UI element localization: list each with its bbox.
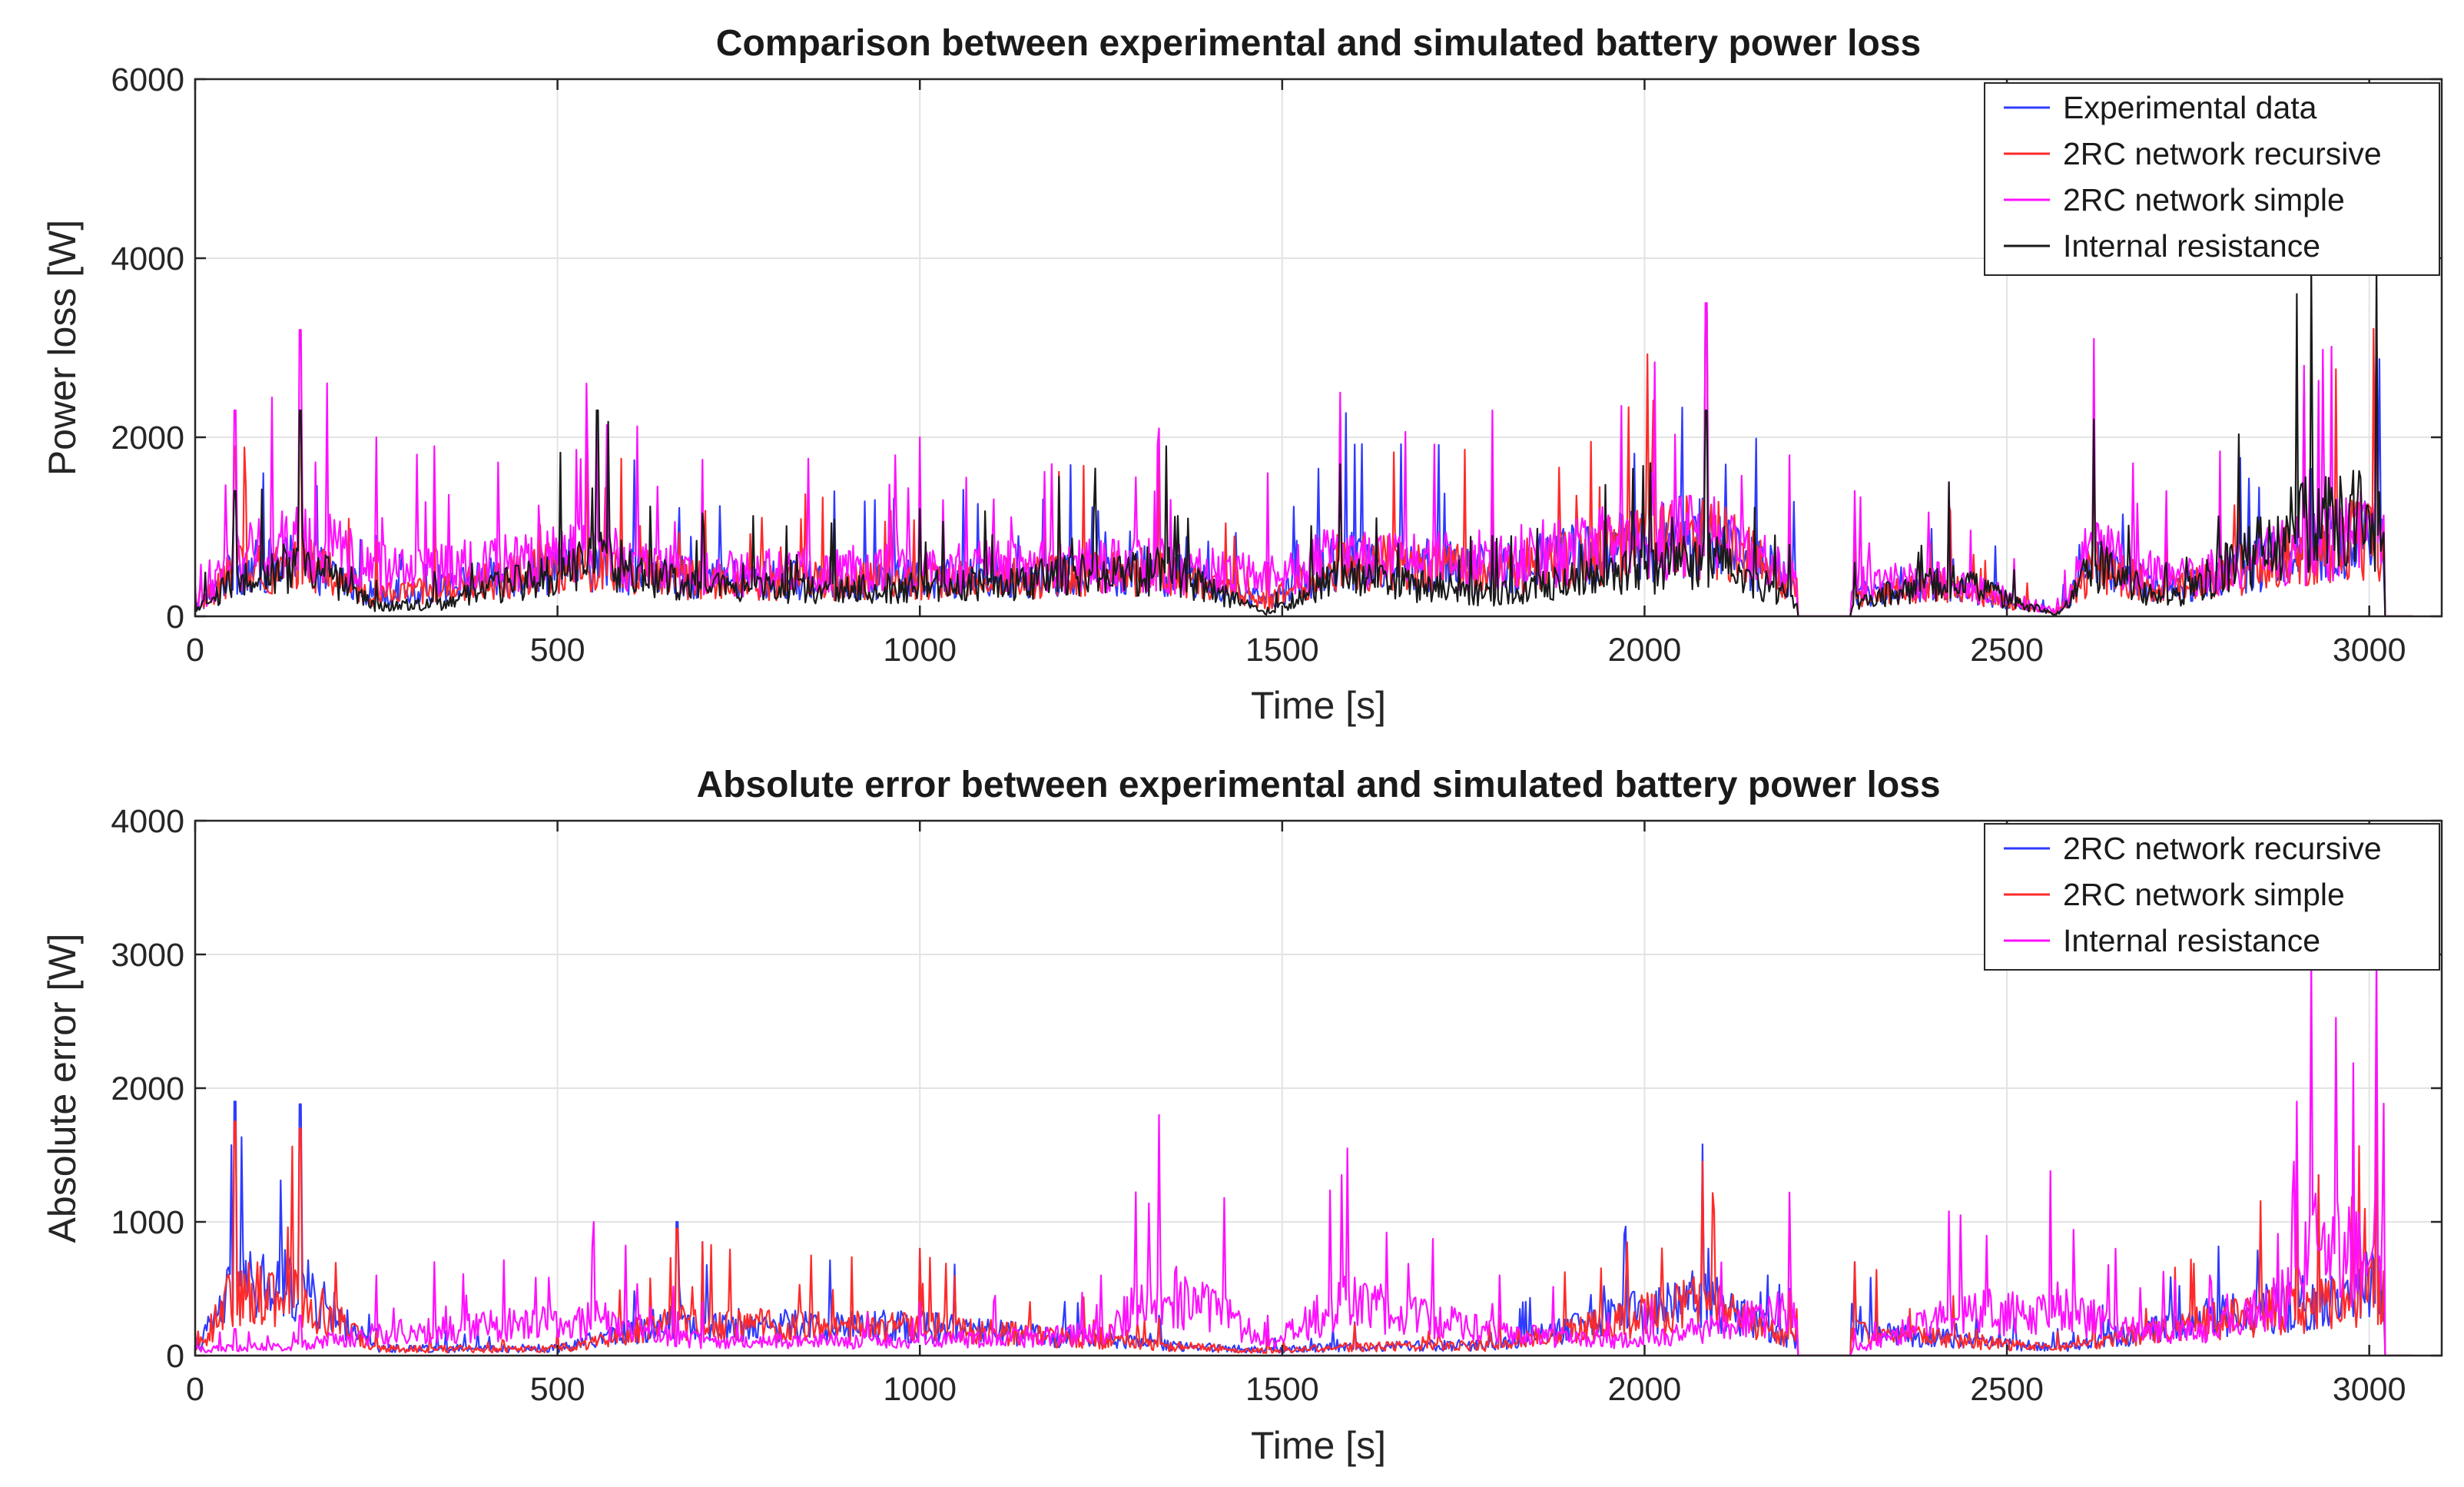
x-tick-label: 1500 xyxy=(1245,1371,1319,1408)
legend-entry: 2RC network simple xyxy=(2063,182,2345,217)
x-axis-label: Time [s] xyxy=(1251,684,1386,727)
y-tick-label: 2000 xyxy=(111,1070,184,1107)
x-axis-label: Time [s] xyxy=(1251,1424,1386,1467)
y-tick-label: 4000 xyxy=(111,803,184,840)
x-tick-label: 2500 xyxy=(1970,1371,2044,1408)
x-tick-label: 0 xyxy=(186,632,204,669)
legend: 2RC network recursive 2RC network simple I… xyxy=(1984,823,2440,971)
x-tick-label: 1500 xyxy=(1245,632,1319,669)
legend-entry: 2RC network recursive xyxy=(2063,831,2382,866)
legend-box xyxy=(1984,823,2440,971)
x-tick-label: 0 xyxy=(186,1371,204,1408)
y-axis-label: Absolute error [W] xyxy=(41,934,84,1243)
power-loss-chart: 0 500 1000 1500 2000 2500 3000 0 2000 4000 6000 Com… xyxy=(41,23,2443,727)
axes-box xyxy=(194,78,2443,618)
x-tick-label: 1000 xyxy=(883,1371,957,1408)
series-line-2 xyxy=(195,953,2413,1356)
chart-title: Absolute error between experimental and … xyxy=(696,765,1940,805)
series-line-0 xyxy=(195,1087,2413,1356)
absolute-error-chart: 0 500 1000 1500 2000 2500 3000 0 1000 2000 3000 400… xyxy=(41,765,2443,1467)
y-tick-label: 0 xyxy=(166,599,184,636)
legend-box xyxy=(1984,82,2440,276)
legend-entry: Experimental data xyxy=(2063,90,2317,125)
series-group xyxy=(195,953,2413,1356)
chart-title: Comparison between experimental and simu… xyxy=(716,23,1921,64)
x-tick-label: 1000 xyxy=(883,632,957,669)
legend-entry: 2RC network recursive xyxy=(2063,136,2382,171)
legend-entry: 2RC network simple xyxy=(2063,877,2345,912)
x-tick-label: 2500 xyxy=(1970,632,2044,669)
x-tick-label: 3000 xyxy=(2333,1371,2406,1408)
y-tick-label: 4000 xyxy=(111,241,184,277)
x-tick-label: 500 xyxy=(530,632,585,669)
y-tick-label: 6000 xyxy=(111,61,184,98)
legend: Experimental data 2RC network recursive 2R… xyxy=(1984,82,2440,276)
y-tick-label: 1000 xyxy=(111,1204,184,1241)
y-tick-label: 3000 xyxy=(111,937,184,974)
series-line-3 xyxy=(195,266,2413,616)
legend-entry: Internal resistance xyxy=(2063,923,2320,958)
x-tick-label: 2000 xyxy=(1608,1371,1682,1408)
legend-entry: Internal resistance xyxy=(2063,228,2320,264)
y-axis-label: Power loss [W] xyxy=(41,220,84,476)
y-tick-label: 0 xyxy=(166,1338,184,1375)
series-line-1 xyxy=(195,1094,2413,1356)
x-tick-label: 500 xyxy=(530,1371,585,1408)
x-tick-label: 2000 xyxy=(1608,632,1682,669)
series-group xyxy=(195,266,2413,616)
y-tick-label: 2000 xyxy=(111,420,184,456)
x-tick-label: 3000 xyxy=(2333,632,2406,669)
